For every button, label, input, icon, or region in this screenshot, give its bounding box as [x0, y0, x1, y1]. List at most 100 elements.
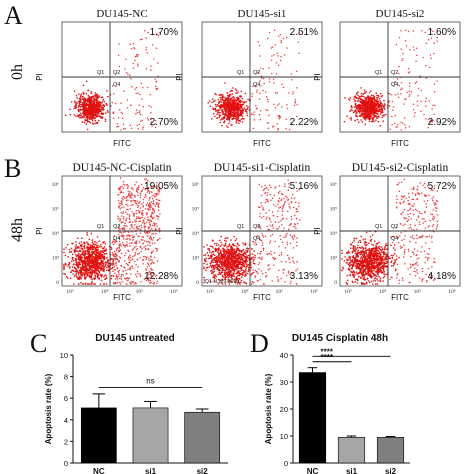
flow-event [420, 89, 423, 92]
flow-event [87, 246, 90, 249]
flow-event [433, 91, 436, 93]
flow-event [229, 120, 231, 122]
flow-event [121, 206, 123, 209]
flow-event [94, 276, 96, 278]
flow-event [85, 123, 88, 126]
flow-event [149, 255, 152, 257]
flow-event [130, 224, 132, 227]
flow-event [230, 94, 232, 96]
flow-event [74, 249, 76, 252]
flow-event [371, 103, 374, 105]
flow-event [400, 81, 403, 84]
flow-event [84, 97, 87, 100]
flow-event [224, 265, 226, 267]
flow-event [64, 114, 67, 117]
flow-event [243, 101, 246, 104]
flow-event [216, 259, 218, 261]
flow-event [417, 87, 420, 90]
flow-event [349, 96, 352, 99]
flow-event [239, 107, 241, 109]
flow-panel-title: DU145-NC-Cisplatin [72, 162, 171, 174]
flow-event [396, 78, 399, 80]
flow-event [77, 272, 80, 274]
flow-event [136, 258, 139, 261]
flow-event [147, 280, 150, 282]
flow-event [75, 261, 78, 264]
flow-event [150, 251, 153, 254]
flow-event [85, 262, 87, 264]
flow-event [222, 98, 224, 101]
flow-event [122, 238, 125, 240]
flow-event [92, 112, 95, 115]
flow-event [103, 276, 105, 278]
flow-event [138, 104, 140, 106]
flow-event [239, 268, 242, 270]
flow-event [373, 120, 375, 123]
flow-event [278, 185, 280, 187]
flow-event [155, 223, 158, 225]
flow-event [157, 189, 160, 191]
flow-event [238, 260, 240, 262]
flow-event [407, 67, 410, 70]
flow-event [436, 80, 438, 82]
flow-event [101, 250, 103, 253]
flow-event [266, 194, 268, 197]
flow-event [120, 211, 122, 214]
flow-event [133, 215, 135, 218]
flow-event [388, 105, 391, 107]
flow-event [125, 211, 127, 213]
flow-event [85, 257, 87, 260]
flow-event [118, 65, 121, 68]
flow-event [352, 111, 355, 114]
flow-event [120, 265, 122, 267]
flow-event [265, 108, 267, 111]
flow-event [408, 90, 411, 93]
flow-event [141, 247, 143, 250]
flow-event [295, 217, 298, 220]
flow-event [134, 252, 137, 254]
flow-event [221, 269, 224, 272]
flow-event [78, 276, 80, 279]
flow-event [127, 190, 130, 192]
flow-event [219, 245, 222, 247]
flow-event [406, 91, 408, 94]
flow-event [80, 114, 82, 117]
flow-event [98, 263, 101, 266]
flow-event [79, 275, 81, 278]
flow-event [260, 67, 262, 69]
flow-event [150, 252, 153, 255]
flow-event [146, 188, 149, 191]
flow-event [105, 283, 108, 285]
flow-event [93, 101, 96, 103]
flow-event [157, 62, 159, 64]
flow-event [69, 277, 72, 280]
flow-event [220, 101, 223, 103]
flow-event [93, 252, 95, 254]
flow-event [140, 203, 143, 205]
flow-event [138, 241, 141, 243]
flow-event [129, 267, 131, 270]
flow-event [146, 191, 149, 193]
flow-event [79, 109, 81, 112]
flow-event [122, 187, 125, 189]
flow-event [154, 275, 157, 277]
flow-event [219, 99, 222, 101]
flow-event [84, 104, 87, 106]
flow-event [111, 266, 114, 269]
flow-event [222, 102, 225, 104]
flow-event [141, 213, 143, 215]
flow-event [83, 250, 85, 253]
flow-event [120, 111, 123, 114]
flow-event [132, 238, 135, 241]
flow-event [129, 74, 131, 76]
flow-event [260, 194, 263, 197]
flow-event [151, 195, 153, 197]
flow-event [73, 266, 76, 268]
flow-event [133, 283, 136, 285]
flow-event [115, 240, 118, 243]
flow-event [77, 258, 79, 261]
flow-event [297, 210, 299, 213]
flow-event [149, 245, 151, 247]
x-axis-label: FITC [113, 293, 131, 302]
